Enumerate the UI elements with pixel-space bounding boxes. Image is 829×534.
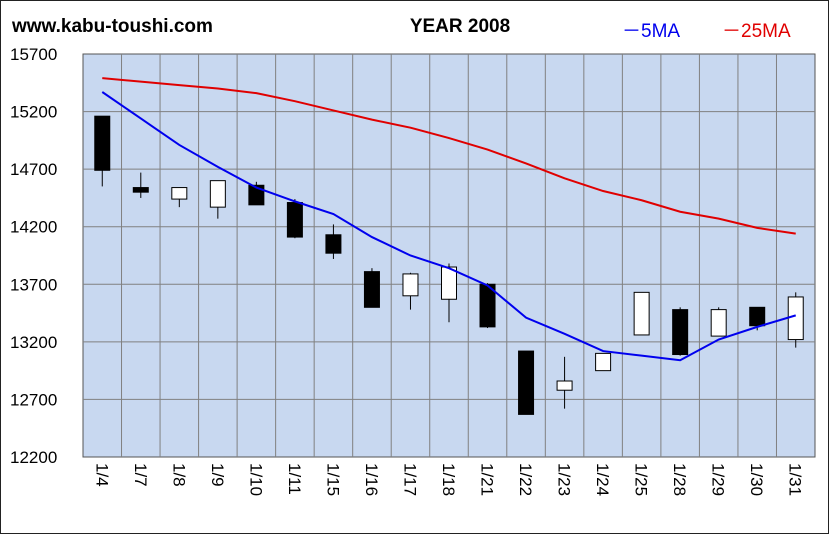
candle-body-down bbox=[749, 306, 766, 327]
x-tick-label: 1/9 bbox=[208, 463, 227, 487]
y-tick-label: 15700 bbox=[10, 45, 57, 64]
candle-body-down bbox=[363, 271, 380, 308]
x-tick-label: 1/11 bbox=[285, 463, 304, 495]
candle-body-down bbox=[325, 234, 342, 254]
legend-25ma: －25MA bbox=[722, 21, 791, 42]
candle-body-down bbox=[94, 115, 111, 171]
x-tick-label: 1/25 bbox=[632, 463, 651, 496]
candle-body-down bbox=[518, 350, 535, 415]
grid-lines bbox=[83, 54, 815, 457]
candle bbox=[363, 268, 380, 308]
ma-line-25ma bbox=[102, 77, 796, 235]
candle bbox=[518, 350, 535, 415]
x-tick-label: 1/30 bbox=[747, 463, 766, 496]
y-tick-label: 13200 bbox=[10, 333, 57, 352]
chart-title: YEAR 2008 bbox=[409, 16, 511, 37]
candle-body-up bbox=[710, 309, 727, 337]
x-tick-label: 1/16 bbox=[362, 463, 381, 496]
y-tick-label: 13700 bbox=[10, 275, 57, 294]
candle-body-up bbox=[209, 180, 226, 208]
candle bbox=[787, 292, 804, 348]
x-tick-label: 1/21 bbox=[478, 463, 497, 496]
candle-body-up bbox=[171, 187, 188, 200]
x-tick-label: 1/18 bbox=[439, 463, 458, 496]
candle bbox=[325, 224, 342, 259]
x-tick-label: 1/23 bbox=[555, 463, 574, 496]
x-tick-label: 1/28 bbox=[670, 463, 689, 496]
x-tick-label: 1/8 bbox=[169, 463, 188, 487]
candle bbox=[595, 352, 612, 372]
candle-body-down bbox=[286, 202, 303, 238]
x-tick-label: 1/10 bbox=[246, 463, 265, 496]
x-tick-label: 1/29 bbox=[709, 463, 728, 496]
candle-body-down bbox=[132, 187, 149, 193]
candle bbox=[286, 199, 303, 239]
y-tick-label: 12700 bbox=[10, 390, 57, 409]
candle-body-up bbox=[595, 352, 612, 372]
x-tick-label: 1/22 bbox=[516, 463, 535, 496]
y-tick-label: 14200 bbox=[10, 218, 57, 237]
candle bbox=[248, 181, 265, 206]
candle bbox=[710, 307, 727, 337]
y-tick-label: 14700 bbox=[10, 160, 57, 179]
site-name: www.kabu-toushi.com bbox=[12, 16, 213, 37]
y-tick-label: 15200 bbox=[10, 103, 57, 122]
candle bbox=[556, 356, 573, 409]
candle-body-down bbox=[479, 283, 496, 328]
candle-body-up bbox=[402, 273, 419, 297]
candle-body-up bbox=[787, 296, 804, 341]
candle bbox=[132, 172, 149, 198]
x-tick-label: 1/31 bbox=[786, 463, 805, 496]
candle bbox=[402, 272, 419, 310]
candle bbox=[633, 291, 650, 336]
x-tick-label: 1/15 bbox=[323, 463, 342, 496]
candle-body-up bbox=[556, 380, 573, 391]
x-tick-label: 1/17 bbox=[400, 463, 419, 496]
candle bbox=[479, 283, 496, 329]
candle bbox=[749, 306, 766, 331]
candle-body-up bbox=[441, 266, 457, 300]
candle bbox=[209, 180, 226, 219]
y-axis: 15700 15200 14700 14200 13700 13200 12700 12200 bbox=[10, 45, 57, 467]
candle bbox=[441, 263, 457, 323]
candle-body-down bbox=[672, 309, 689, 356]
legend-5ma: －5MA bbox=[622, 21, 681, 42]
ma-lines bbox=[101, 77, 797, 362]
candle-body-down bbox=[248, 184, 265, 206]
x-tick-label: 1/24 bbox=[593, 463, 612, 496]
x-tick-label: 1/7 bbox=[131, 463, 150, 487]
candle bbox=[171, 187, 188, 208]
candle bbox=[94, 115, 111, 187]
x-tick-label: 1/4 bbox=[92, 463, 111, 487]
candle bbox=[672, 307, 689, 356]
x-axis: 1/4 1/7 1/8 1/9 1/10 1/11 1/15 1/16 1/17 1/18 1/21… bbox=[92, 463, 804, 496]
ma-line-5ma bbox=[101, 91, 797, 362]
candles bbox=[94, 115, 804, 415]
plot-area bbox=[82, 53, 816, 458]
candle-body-up bbox=[633, 291, 650, 336]
y-tick-label: 12200 bbox=[10, 448, 57, 467]
